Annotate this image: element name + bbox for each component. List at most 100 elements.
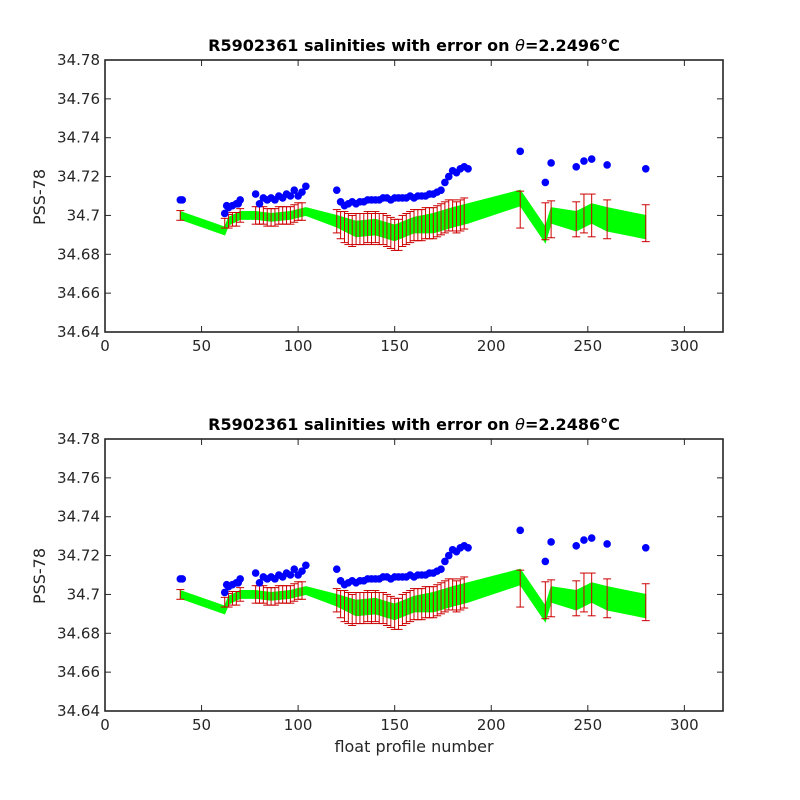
y-tick-label: 34.68: [57, 624, 100, 642]
raw-salinity-point: [332, 565, 341, 573]
error-bar: [290, 204, 299, 223]
y-tick-label: 34.78: [57, 51, 100, 69]
error-bar: [641, 204, 650, 243]
error-bar: [433, 584, 442, 617]
chart-title-theta: θ: [515, 415, 525, 434]
raw-salinity-point: [603, 540, 611, 548]
raw-salinity-point: [580, 157, 588, 165]
raw-salinity-point: [236, 575, 244, 583]
raw-salinity-point: [444, 172, 453, 181]
error-bar: [348, 593, 357, 627]
chart-title-prefix: R5902361 salinities with error on: [208, 415, 515, 434]
raw-salinity-point: [541, 557, 550, 566]
error-bar: [417, 588, 426, 621]
error-bar: [398, 214, 407, 248]
error-bar: [429, 586, 438, 619]
error-bar: [541, 202, 550, 241]
error-bar: [429, 207, 438, 240]
chart-title-unit: °C: [600, 36, 620, 55]
error-bar: [382, 593, 391, 627]
error-bar: [270, 587, 279, 606]
error-bar: [603, 578, 612, 619]
x-tick-label: 100: [284, 716, 313, 734]
raw-salinity-point: [286, 192, 295, 200]
raw-salinity-point: [178, 196, 187, 204]
error-bar: [394, 597, 403, 630]
error-bar: [379, 212, 388, 246]
error-bar: [332, 209, 341, 234]
error-bar: [460, 197, 469, 230]
raw-salinity-point: [236, 196, 244, 204]
error-bar: [367, 591, 376, 625]
error-bar: [176, 589, 185, 600]
error-bar: [348, 214, 357, 248]
x-axis-label: float profile number: [334, 737, 494, 756]
error-bar: [572, 580, 581, 617]
raw-salinity-point: [441, 178, 449, 187]
y-tick-label: 34.72: [57, 168, 100, 186]
error-bar: [402, 591, 411, 625]
x-tick-label: 300: [670, 716, 699, 734]
error-bar: [448, 199, 457, 232]
error-bar: [641, 583, 650, 622]
raw-salinity-point: [580, 536, 588, 544]
raw-salinity-point: [572, 163, 581, 171]
y-tick-label: 34.7: [67, 206, 100, 224]
chart-title-theta: θ: [515, 36, 525, 55]
error-bar: [176, 210, 185, 221]
error-bar: [437, 203, 446, 236]
x-tick-label: 200: [477, 337, 506, 355]
raw-salinity-point: [290, 565, 299, 573]
raw-salinity-point: [641, 544, 650, 552]
raw-salinity-point: [444, 551, 453, 560]
raw-salinity-point: [286, 571, 295, 579]
chart-title: R5902361 salinities with error on θ=2.24…: [208, 415, 620, 434]
x-tick-label: 200: [477, 716, 506, 734]
raw-salinity-point: [464, 165, 472, 173]
error-bar: [516, 190, 525, 229]
raw-salinity-point: [298, 188, 306, 196]
x-tick-label: 100: [284, 337, 313, 355]
error-bar: [587, 193, 596, 238]
error-bar: [286, 206, 295, 225]
x-tick-label: 50: [192, 716, 211, 734]
error-bar: [359, 591, 368, 625]
error-bar: [572, 201, 581, 238]
axes-box: [104, 59, 724, 333]
error-bar: [236, 587, 245, 602]
axes-box: [104, 438, 724, 712]
error-bar: [402, 212, 411, 246]
error-bar: [232, 591, 241, 606]
raw-salinity-point: [302, 182, 310, 191]
raw-salinity-point: [547, 159, 555, 167]
error-bar: [433, 205, 442, 238]
y-tick-label: 34.68: [57, 245, 100, 263]
x-tick-label: 0: [100, 337, 110, 355]
raw-salinity-point: [641, 165, 650, 173]
chart-title: R5902361 salinities with error on θ=2.24…: [208, 36, 620, 55]
error-bar: [340, 590, 349, 623]
error-bar: [270, 208, 279, 227]
raw-salinity-point: [298, 567, 306, 575]
error-bar: [456, 578, 465, 611]
raw-salinity-point: [251, 569, 260, 577]
error-bar: [452, 201, 461, 234]
y-tick-label: 34.66: [57, 663, 100, 681]
raw-salinity-point: [587, 155, 596, 163]
raw-salinity-point: [441, 557, 449, 566]
error-bar: [371, 590, 380, 623]
raw-salinity-point: [437, 186, 445, 194]
error-bar: [371, 211, 380, 244]
y-tick-label: 34.64: [57, 323, 100, 341]
raw-salinity-point: [251, 190, 260, 198]
raw-salinity-point: [255, 199, 264, 208]
error-bar: [587, 572, 596, 617]
error-bar: [448, 578, 457, 611]
error-bar: [406, 590, 415, 623]
y-tick-label: 34.76: [57, 90, 100, 108]
error-bar: [394, 218, 403, 251]
error-bar: [541, 581, 550, 620]
error-bar: [440, 580, 449, 613]
raw-salinity-point: [516, 147, 525, 156]
chart-title-value: =2.2486: [525, 415, 600, 434]
